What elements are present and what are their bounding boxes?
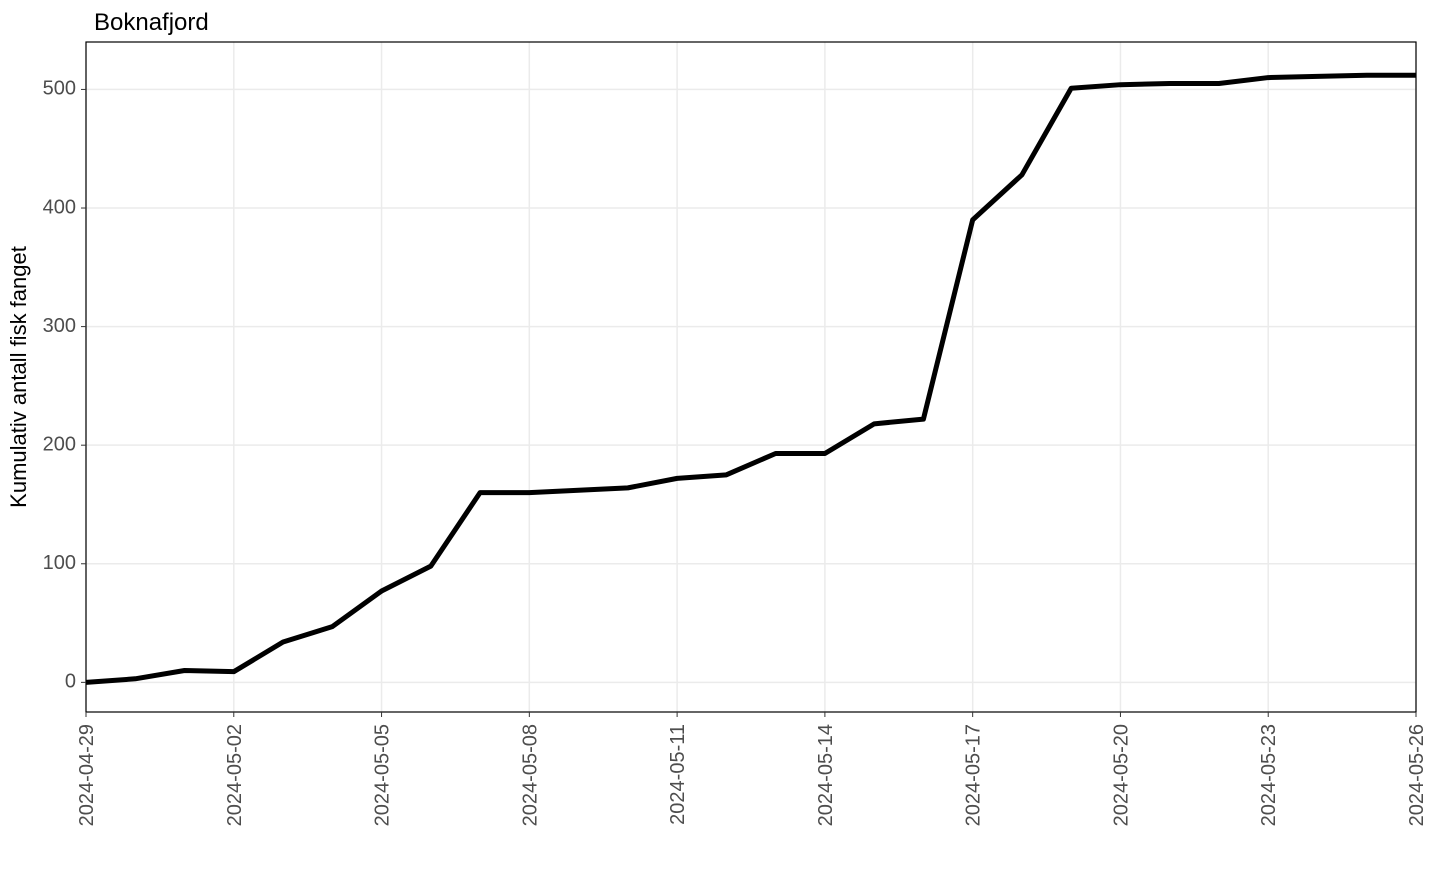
y-tick-label: 100: [43, 552, 76, 574]
x-tick-label: 2024-05-02: [224, 724, 246, 826]
y-axis-title: Kumulativ antall fisk fanget: [6, 246, 31, 508]
chart-title: Boknafjord: [94, 9, 209, 36]
x-tick-label: 2024-05-08: [519, 724, 541, 826]
y-tick-label: 400: [43, 196, 76, 218]
y-tick-label: 500: [43, 78, 76, 100]
y-tick-label: 200: [43, 433, 76, 455]
x-tick-label: 2024-05-05: [372, 724, 394, 826]
x-tick-label: 2024-05-17: [963, 724, 985, 826]
chart-container: 2024-04-29 2024-05-02 2024-05-05 2024-05-08…: [0, 0, 1436, 887]
y-tick-label: 300: [43, 315, 76, 337]
y-tick-label: 0: [65, 671, 76, 693]
x-tick-label: 2024-05-23: [1258, 724, 1280, 826]
x-tick-label: 2024-05-20: [1110, 724, 1132, 826]
x-tick-label: 2024-05-26: [1406, 724, 1428, 826]
chart-svg: 2024-04-29 2024-05-02 2024-05-05 2024-05-08…: [0, 0, 1436, 887]
x-tick-label: 2024-05-14: [815, 724, 837, 826]
x-tick-label: 2024-05-11: [667, 724, 689, 825]
x-tick-label: 2024-04-29: [76, 724, 98, 826]
